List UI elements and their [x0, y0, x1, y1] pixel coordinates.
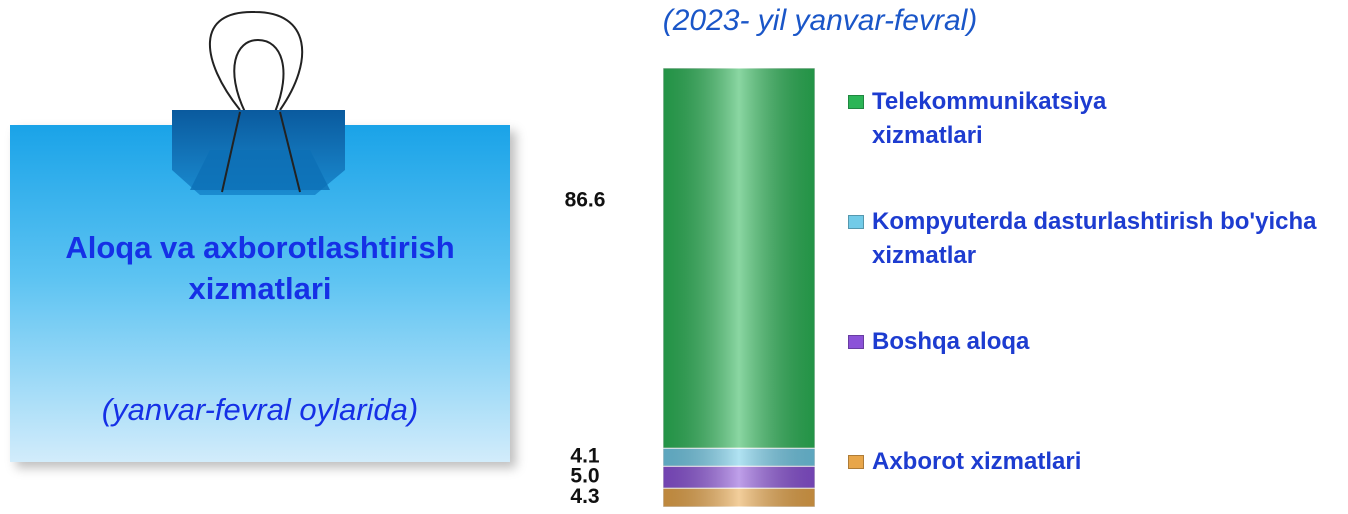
- binder-clip: [172, 10, 345, 195]
- chart-subtitle: (2023- yil yanvar-fevral): [662, 4, 978, 37]
- value-label: 5.0: [570, 465, 599, 488]
- legend-swatch: [848, 215, 864, 229]
- legend-swatch: [848, 335, 864, 349]
- legend-label: Telekommunikatsiya xizmatlari: [872, 88, 1107, 149]
- legend-label: Boshqa aloqa: [872, 328, 1030, 355]
- bar-shine: [663, 68, 815, 449]
- bar-shine: [663, 448, 815, 467]
- value-label: 4.1: [570, 445, 600, 468]
- value-label: 86.6: [565, 189, 606, 212]
- bar-shine: [663, 466, 815, 489]
- bar-shine: [663, 488, 815, 507]
- legend-swatch: [848, 95, 864, 109]
- legend-label: Axborot xizmatlari: [872, 448, 1082, 475]
- plot: 4.35.04.1 86.6: [565, 67, 816, 508]
- card-title: Aloqa va axborotlashtirish xizmatlari: [65, 230, 455, 306]
- value-label: 4.3: [570, 485, 599, 508]
- legend-swatch: [848, 455, 864, 469]
- legend-label: Kompyuterda dasturlashtirish bo'yicha xi…: [872, 208, 1317, 269]
- card-subtitle: (yanvar-fevral oylarida): [101, 392, 419, 427]
